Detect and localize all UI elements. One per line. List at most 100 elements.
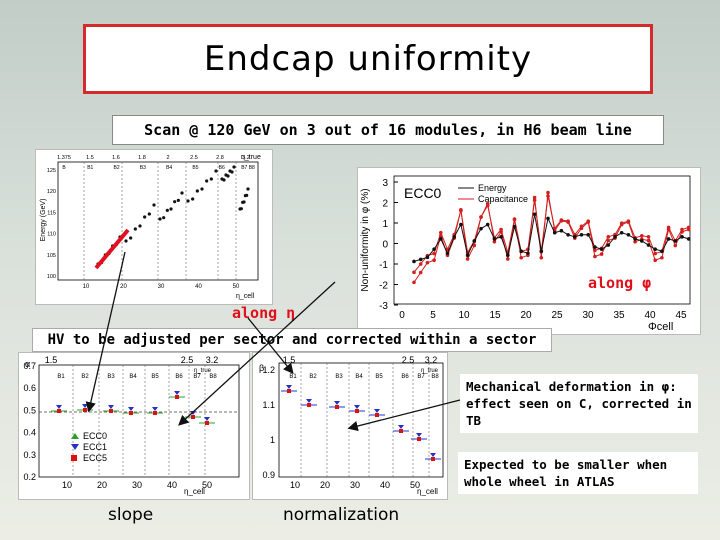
phi-capacitance-series-2-point	[432, 251, 436, 256]
phi-energy-series-point	[532, 212, 537, 217]
energy-scan-y-tick: 120	[47, 189, 56, 195]
phi-energy-series-point	[452, 235, 456, 239]
slope-y-tick: 0.4	[23, 428, 36, 438]
normalization-plot: β 1.2 1.1 1 0.9 10 20 30 40 50 1.5 2.5 3.2 η_true …	[252, 352, 448, 500]
phi-capacitance-series-point	[593, 254, 597, 259]
norm-y-tick: 1.2	[262, 365, 275, 375]
phi-energy-series-point	[519, 249, 523, 253]
energy-scan-point	[133, 227, 137, 231]
phi-capacitance-series-point	[506, 257, 510, 261]
slope-legend-label: ECC5	[83, 453, 107, 463]
norm-x-tick: 30	[350, 480, 360, 490]
phi-y-tick: -2	[379, 281, 388, 292]
slope-x-tick: 20	[97, 480, 107, 490]
energy-scan-top-tick: 2.8	[216, 155, 224, 161]
phi-energy-series-point	[646, 243, 651, 247]
slope-x-tick: 50	[202, 480, 212, 490]
phi-nonuniformity-plot: 3 2 1 0 -1 -2 -3 0 5 10 15 20 25 30 35 40 45 Non-unifor…	[357, 167, 701, 335]
norm-point-ecc1	[374, 409, 380, 413]
energy-scan-top-tick: 2.5	[190, 155, 198, 161]
phi-energy-series-point	[606, 243, 611, 247]
phi-capacitance-series-point	[539, 255, 544, 260]
phi-capacitance-series-2-point	[566, 219, 570, 223]
norm-top-tick: 1.5	[283, 355, 296, 365]
norm-x-tick: 50	[410, 480, 420, 490]
phi-energy-series-point	[412, 259, 416, 264]
energy-scan-y-tick: 115	[47, 210, 56, 216]
energy-scan-point	[165, 208, 169, 212]
norm-sector-label: B5	[375, 374, 383, 380]
phi-capacitance-series-point	[465, 257, 470, 261]
energy-scan-top-tick: 1.8	[138, 155, 146, 161]
energy-scan-point	[152, 203, 156, 207]
energy-scan-x-tick: 30	[158, 284, 165, 290]
slope-svg: α 0.7 0.6 0.5 0.4 0.3 0.2 10 20 30 40 50 1.5 2.5 3.…	[23, 355, 240, 496]
phi-capacitance-series-2-point	[412, 270, 416, 275]
phi-capacitance-series-point	[425, 260, 430, 265]
phi-capacitance-series-2-point	[512, 217, 517, 221]
phi-energy-series-point	[559, 228, 564, 233]
energy-scan-point	[230, 170, 234, 174]
phi-energy-series-point	[445, 251, 450, 256]
norm-sector-label: B1	[289, 374, 297, 380]
phi-x-tick: 30	[582, 310, 594, 321]
phi-energy-series-point	[586, 233, 590, 237]
energy-scan-point	[138, 224, 142, 228]
slope-point-ecc1	[174, 391, 180, 395]
energy-scan-sector-label: B4	[166, 165, 172, 171]
norm-point-ecc1	[286, 385, 292, 389]
energy-scan-x-tick: 10	[83, 284, 90, 290]
phi-energy-series-point	[418, 257, 423, 262]
phi-capacitance-series-2-point	[552, 226, 557, 231]
energy-scan-sector-label: B6	[219, 165, 225, 171]
energy-scan-top-tick: 2	[166, 155, 169, 161]
phi-capacitance-series-2-point	[499, 227, 503, 232]
phi-x-tick: 15	[489, 310, 501, 321]
norm-frame	[278, 362, 444, 478]
phi-energy-series-point	[425, 255, 430, 260]
phi-x-tick: 35	[613, 310, 625, 321]
phi-capacitance-series-2-point	[479, 215, 483, 219]
energy-scan-point	[162, 216, 166, 220]
energy-scan-point	[246, 187, 250, 191]
norm-top-tick: 2.5	[402, 355, 415, 365]
phi-capacitance-series-point	[519, 255, 523, 260]
energy-scan-y-tick: 100	[47, 274, 56, 280]
norm-point-ecc5	[287, 389, 291, 393]
along-eta-label: along η	[232, 304, 296, 322]
slope-highlight-line	[94, 228, 130, 270]
phi-energy-series-point	[619, 230, 624, 235]
phi-xlabel: Φcell	[648, 321, 673, 333]
phi-energy-series-point	[506, 253, 510, 258]
energy-scan-point	[173, 200, 177, 204]
energy-scan-point	[169, 207, 173, 211]
phi-capacitance-series-2-point	[579, 224, 584, 229]
phi-x-tick: 45	[675, 310, 687, 321]
energy-scan-point	[205, 179, 209, 183]
energy-scan-point	[147, 212, 151, 216]
energy-scan-point	[129, 236, 133, 240]
norm-top-label: η_true	[421, 368, 439, 374]
phi-y-tick: 1	[382, 219, 388, 230]
norm-x-tick: 10	[290, 480, 300, 490]
phi-ylabel: Non-uniformity in φ (%)	[360, 188, 371, 291]
energy-scan-sector-label: B3	[140, 165, 146, 171]
phi-capacitance-series-2-point	[559, 218, 564, 222]
norm-point-ecc5	[335, 405, 339, 409]
energy-scan-sector-label: B7 B8	[241, 165, 255, 171]
slope-sector-label: B2	[81, 374, 89, 380]
energy-scan-top-tick: 1.6	[112, 155, 120, 161]
phi-energy-series-point	[465, 253, 470, 258]
energy-scan-y-tick: 125	[47, 168, 56, 174]
slope-point-ecc5	[175, 395, 179, 399]
energy-scan-point	[232, 165, 236, 169]
norm-svg: β 1.21.110.9 10 20 30 40 50 1.5 2.5 3.2η_true …	[259, 355, 444, 496]
norm-point-ecc1	[430, 453, 436, 457]
slope-plot: α 0.7 0.6 0.5 0.4 0.3 0.2 10 20 30 40 50 1.5 2.5 3.…	[18, 352, 250, 500]
slope-legend-marker	[71, 455, 77, 461]
energy-scan-svg: Energy (GeV) η_true η_cell 1.375 1.5 1.6 1.…	[40, 154, 261, 300]
subtitle: Scan @ 120 GeV on 3 out of 16 modules, i…	[112, 115, 664, 145]
norm-y-tick: 1	[270, 435, 275, 445]
energy-scan-x-tick: 50	[233, 284, 240, 290]
phi-legend-title: ECC0	[404, 185, 442, 201]
